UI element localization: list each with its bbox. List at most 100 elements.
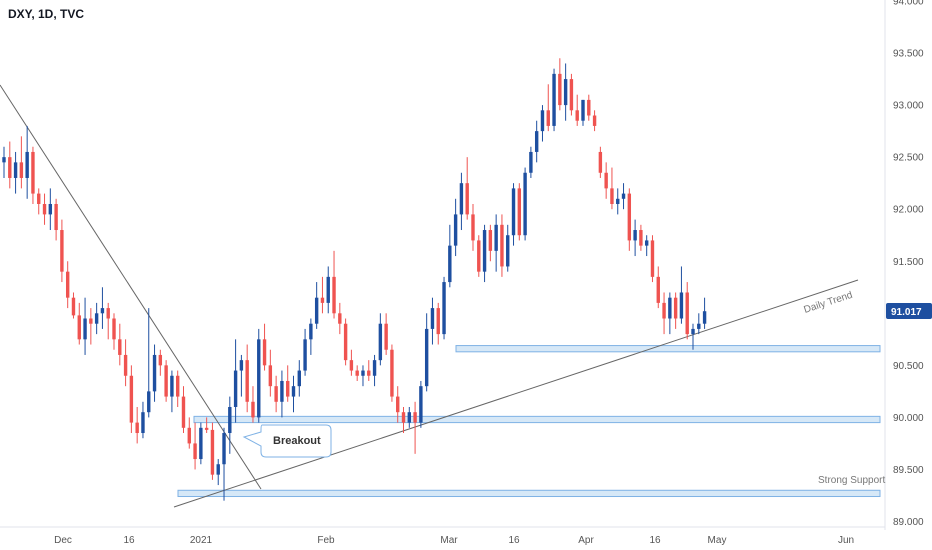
candle-body xyxy=(616,198,620,204)
candle-body xyxy=(303,339,307,371)
candle-body xyxy=(42,203,47,215)
candle-body xyxy=(500,224,504,267)
candle-body xyxy=(419,386,423,423)
candle-body xyxy=(320,297,325,303)
candle-body xyxy=(558,73,562,106)
candle-body xyxy=(436,308,440,335)
candle-body xyxy=(534,131,539,152)
candle-body xyxy=(361,370,365,376)
candle-body xyxy=(633,230,637,241)
candle-body xyxy=(523,172,527,236)
candle-body xyxy=(488,230,493,251)
candle-body xyxy=(349,360,354,371)
candle-body xyxy=(424,328,429,387)
candle-body xyxy=(453,214,458,246)
candle-body xyxy=(610,188,614,204)
candle-body xyxy=(563,79,568,106)
support-zone xyxy=(177,489,881,498)
support-zones xyxy=(177,345,881,498)
candle-body xyxy=(471,214,475,241)
candle-body xyxy=(199,427,203,460)
candle-body xyxy=(83,318,87,340)
y-tick-label: 91.500 xyxy=(893,257,924,268)
candle-body xyxy=(2,157,6,163)
x-tick-label: 16 xyxy=(508,535,520,546)
candle-body xyxy=(37,193,41,204)
candle-body xyxy=(552,73,556,126)
candle-body xyxy=(274,386,278,402)
candle-body xyxy=(413,412,417,423)
candle-body xyxy=(511,188,516,236)
candle-body xyxy=(65,271,70,298)
candle-body xyxy=(204,427,209,430)
candle-body xyxy=(355,370,359,376)
candle-body xyxy=(685,292,689,335)
candle-body xyxy=(60,230,64,272)
candle-body xyxy=(372,360,377,376)
candle-body xyxy=(656,276,660,303)
downtrend-line xyxy=(0,84,262,490)
strong-support-label: Strong Support xyxy=(818,475,885,486)
candles xyxy=(2,58,707,501)
candle-body xyxy=(673,297,678,319)
y-tick-label: 89.500 xyxy=(893,465,924,476)
candle-body xyxy=(233,370,238,407)
candle-body xyxy=(442,282,446,335)
support-zone xyxy=(193,415,881,424)
candle-body xyxy=(332,276,336,314)
y-tick-label: 94.000 xyxy=(893,0,924,8)
candle-body xyxy=(367,370,371,376)
last-price-marker: 91.017 xyxy=(886,303,932,319)
candle-body xyxy=(164,365,168,397)
time-axis[interactable]: Dec 16 2021 Feb Mar 16 Apr 16 May Jun xyxy=(54,535,854,546)
y-tick-label: 90.500 xyxy=(893,361,924,372)
y-tick-label: 93.000 xyxy=(893,101,924,112)
candle-body xyxy=(390,349,394,397)
candle-body xyxy=(407,412,411,423)
candle-body xyxy=(702,311,707,324)
candle-body xyxy=(210,429,215,475)
candle-body xyxy=(123,354,128,376)
candle-body xyxy=(71,297,76,316)
daily-trend-line xyxy=(173,279,859,508)
candle-body xyxy=(251,401,255,418)
y-tick-label: 92.500 xyxy=(893,153,924,164)
candle-body xyxy=(644,240,649,246)
candle-body xyxy=(280,380,284,402)
candle-body xyxy=(193,443,197,460)
candle-body xyxy=(54,203,58,231)
candle-body xyxy=(581,99,585,121)
y-tick-label: 93.500 xyxy=(893,49,924,60)
candle-body xyxy=(396,396,400,413)
candle-body xyxy=(262,339,267,366)
candle-body xyxy=(592,115,597,126)
candle-body xyxy=(587,99,591,116)
candle-body xyxy=(245,360,249,402)
candle-body xyxy=(546,110,550,126)
breakout-callout-text: Breakout xyxy=(273,435,321,447)
candle-body xyxy=(506,235,510,267)
candle-body xyxy=(604,172,608,189)
candle-body xyxy=(19,162,24,178)
candle-body xyxy=(650,240,655,277)
candle-body xyxy=(297,370,301,387)
y-tick-label: 89.000 xyxy=(893,517,924,528)
candle-body xyxy=(384,323,388,350)
candle-body xyxy=(187,427,191,444)
trend-lines xyxy=(0,84,859,508)
x-tick-label: 16 xyxy=(123,535,135,546)
candle-body xyxy=(106,308,110,319)
candle-body xyxy=(228,406,232,434)
candle-body xyxy=(222,433,226,465)
breakout-callout-bubble xyxy=(242,424,332,458)
x-tick-label: 2021 xyxy=(190,535,213,546)
support-zone xyxy=(455,345,881,353)
candle-body xyxy=(378,323,383,361)
candle-body xyxy=(48,203,53,215)
candle-body xyxy=(326,276,330,303)
candle-body xyxy=(569,79,574,111)
candle-body xyxy=(575,110,579,121)
candle-body xyxy=(152,354,157,392)
